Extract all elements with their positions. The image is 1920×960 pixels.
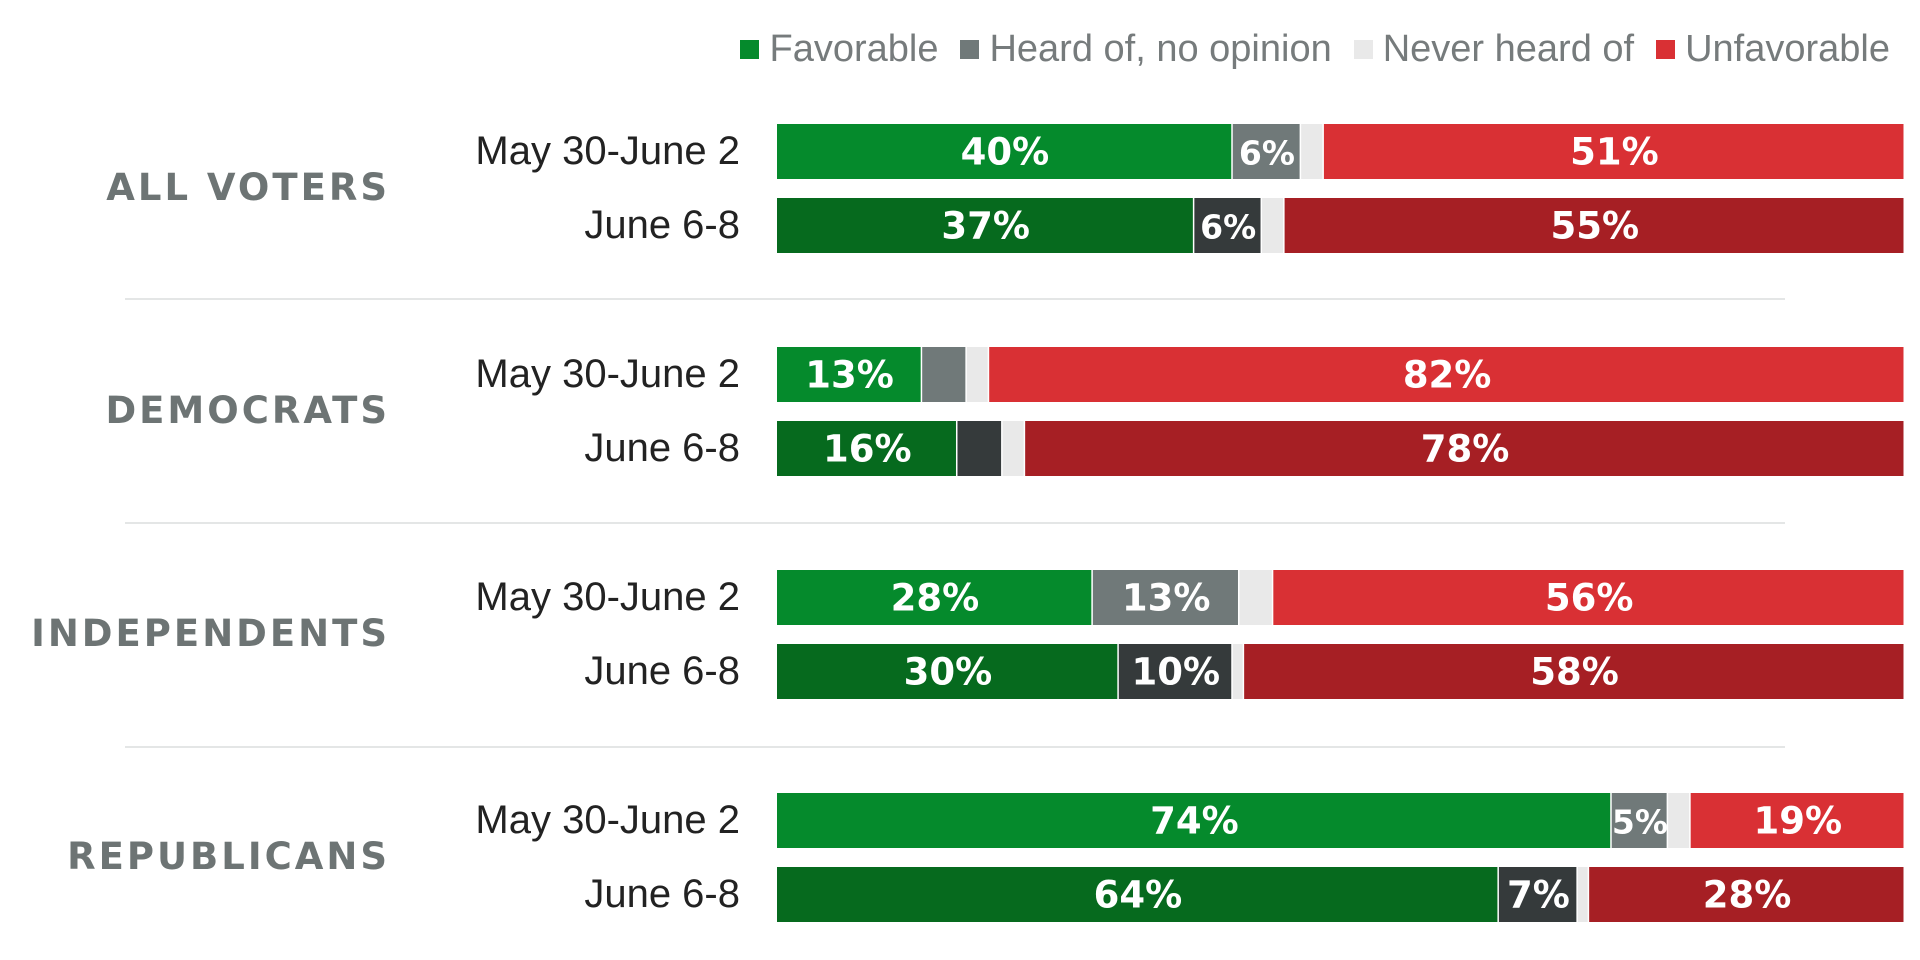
row-label: June 6-8 [584,871,740,916]
bar-segment-favorable [777,198,1193,253]
bar-segment-never-heard [1002,421,1024,476]
group-divider [125,746,1785,748]
data-label: 6% [1239,134,1295,173]
data-label: 51% [1570,131,1659,174]
legend-swatch-favorable [740,40,760,59]
data-label: 56% [1545,577,1634,620]
bar-segment-no-opinion [957,421,1002,476]
bar-segment-no-opinion [1194,198,1261,253]
bar-segment-favorable [777,421,956,476]
bar-segment-never-heard [966,347,988,402]
bar-segment-unfavorable [1025,421,1904,476]
bar-segment-no-opinion [922,347,966,402]
bar-segment-no-opinion [1232,124,1300,179]
data-label: 55% [1551,205,1640,248]
bar-segment-never-heard [1232,644,1243,699]
data-label: 37% [941,205,1030,248]
bar-segment-never-heard [1301,124,1323,179]
legend-label-favorable: Favorable [769,28,939,70]
group-label: INDEPENDENTS [31,612,390,655]
row-label: May 30-June 2 [475,128,740,173]
data-label: 64% [1094,874,1183,917]
row-label: May 30-June 2 [475,797,740,842]
bar-segment-favorable [777,570,1092,625]
group-divider [125,522,1785,524]
data-label: 58% [1530,651,1619,694]
legend-item-unfavorable: Unfavorable [1656,28,1890,71]
legend-label-unfavorable: Unfavorable [1685,28,1890,70]
bar-segment-never-heard [1668,793,1690,848]
row-label: May 30-June 2 [475,351,740,396]
data-label: 78% [1421,428,1510,471]
data-label: 16% [823,428,912,471]
data-label: 13% [1122,577,1211,620]
data-label: 19% [1754,800,1843,843]
legend-item-never-heard: Never heard of [1353,28,1635,71]
bar-segment-no-opinion [1118,644,1232,699]
data-label: 40% [961,131,1050,174]
legend: Favorable Heard of, no opinion Never hea… [740,28,1890,71]
bar-segment-unfavorable [1589,867,1904,922]
row-label: May 30-June 2 [475,574,740,619]
group-label: REPUBLICANS [67,835,390,878]
legend-swatch-no-opinion [960,40,980,59]
data-label: 28% [1703,874,1792,917]
group-label: ALL VOTERS [106,166,390,209]
legend-swatch-unfavorable [1656,40,1676,59]
bar-segment-no-opinion [1498,867,1577,922]
legend-item-favorable: Favorable [740,28,938,71]
data-label: 28% [891,577,980,620]
bar-segment-favorable [777,644,1118,699]
bar-segment-unfavorable [1273,570,1904,625]
bar-segment-favorable [777,793,1611,848]
bar-segment-never-heard [1262,198,1284,253]
row-label: June 6-8 [584,648,740,693]
data-label: 30% [904,651,993,694]
bar-segment-unfavorable [1284,198,1904,253]
group-label: DEMOCRATS [105,389,390,432]
bar-segment-unfavorable [1323,124,1904,179]
bar-segment-favorable [777,867,1498,922]
group-divider [125,298,1785,300]
data-label: 82% [1403,354,1492,397]
bar-segment-favorable [777,347,921,402]
bar-segment-no-opinion [1611,793,1667,848]
data-label: 7% [1507,874,1570,917]
legend-label-never-heard: Never heard of [1382,28,1635,70]
bar-segment-never-heard [1239,570,1272,625]
bar-segment-unfavorable [1244,644,1904,699]
row-label: June 6-8 [584,425,740,470]
data-label: 10% [1132,651,1221,694]
data-label: 6% [1200,208,1256,247]
data-label: 13% [805,354,894,397]
bar-segment-favorable [777,124,1232,179]
legend-label-no-opinion: Heard of, no opinion [989,28,1332,70]
bar-segment-no-opinion [1092,570,1238,625]
data-label: 5% [1612,803,1668,842]
data-label: 74% [1150,800,1239,843]
legend-item-no-opinion: Heard of, no opinion [960,28,1332,71]
bar-segment-unfavorable [989,347,1904,402]
bar-segment-unfavorable [1690,793,1904,848]
bar-segment-never-heard [1577,867,1588,922]
legend-swatch-never-heard [1353,40,1373,59]
row-label: June 6-8 [584,202,740,247]
